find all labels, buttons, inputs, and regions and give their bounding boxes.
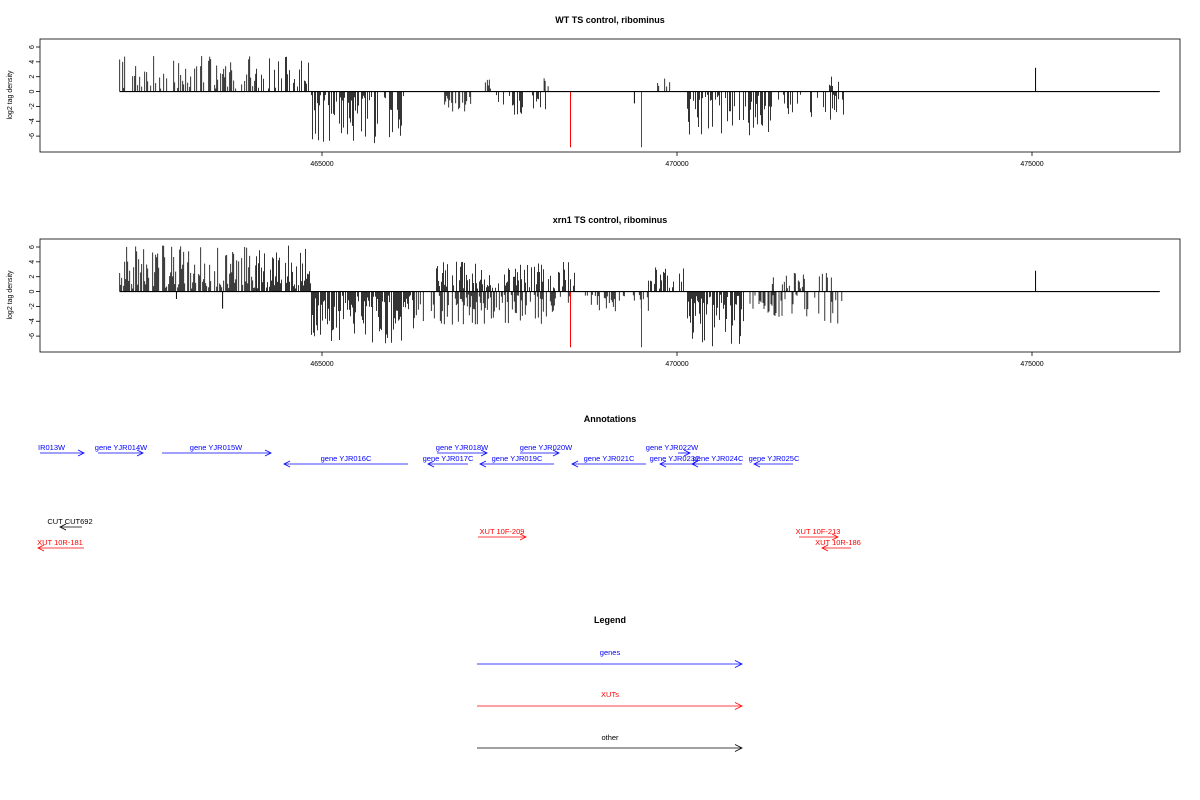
annotation-gene-yjr024c: gene YJR024C <box>691 454 744 468</box>
y-tick-label: 0 <box>29 89 36 93</box>
annotation-gene-yjr016c: gene YJR016C <box>283 454 408 468</box>
annotation-label: gene YJR024C <box>693 454 744 463</box>
annotation-label: XUT 10F-213 <box>796 527 841 536</box>
legend-label: genes <box>600 648 621 657</box>
annotation-gene-yjr017c: gene YJR017C <box>423 454 474 468</box>
wt-panel: WT TS control, ribominus log2 tag densit… <box>7 15 1181 168</box>
xrn1-density-bars <box>119 245 1160 348</box>
x-tick-label: 470000 <box>665 361 688 368</box>
x-tick-label: 465000 <box>310 161 333 168</box>
annotation-gene-yjr021c: gene YJR021C <box>571 454 646 468</box>
annotation-gene-yjr019c: gene YJR019C <box>479 454 554 468</box>
annotation-gene-yjr015w: gene YJR015W <box>162 443 272 457</box>
y-tick-label: 2 <box>29 275 36 279</box>
y-tick-label: 0 <box>29 289 36 293</box>
legend-label: other <box>601 733 619 742</box>
x-tick-label: 465000 <box>310 361 333 368</box>
x-tick-label: 475000 <box>1020 161 1043 168</box>
wt-x-ticks: 465000 470000 475000 <box>310 152 1044 168</box>
legend-title: Legend <box>594 615 626 625</box>
xrn1-panel-title: xrn1 TS control, ribominus <box>553 215 668 225</box>
annotations-title: Annotations <box>584 414 637 424</box>
wt-y-axis-label: log2 tag density <box>7 70 14 120</box>
annotation-label: gene YJR018W <box>436 443 489 452</box>
annotation-label: gene YJR025C <box>749 454 800 463</box>
y-tick-label: 2 <box>29 75 36 79</box>
annotation-label: gene YJR021C <box>584 454 635 463</box>
legend-label: XUTs <box>601 690 619 699</box>
wt-y-ticks: -6 -4 -2 0 2 4 6 <box>29 45 40 139</box>
annotation-xut-10r-181: XUT 10R-181 <box>37 538 84 552</box>
x-tick-label: 470000 <box>665 161 688 168</box>
xrn1-panel: xrn1 TS control, ribominus log2 tag dens… <box>7 215 1181 368</box>
xrn1-y-ticks: -6 -4 -2 0 2 4 6 <box>29 245 40 339</box>
annotation-gene-yjr020w: gene YJR020W <box>520 443 573 457</box>
y-tick-label: -4 <box>29 118 36 124</box>
annotation-gene-yjr023c: gene YJR023C <box>650 454 701 468</box>
annotation-xut-10r-186: XUT 10R-186 <box>815 538 861 552</box>
annotation-label: XUT 10R-186 <box>815 538 861 547</box>
annotation-label: gene YJR015W <box>190 443 243 452</box>
y-tick-label: -4 <box>29 318 36 324</box>
y-tick-label: -2 <box>29 103 36 109</box>
annotation-gene-ir013w: IR013W <box>38 443 85 457</box>
annotation-xut-10f-213: XUT 10F-213 <box>796 527 841 541</box>
legend-item-other: other <box>477 733 743 752</box>
annotations-panel: Annotations IR013W gene YJR014W gene YJR… <box>37 414 861 552</box>
y-tick-label: -6 <box>29 333 36 339</box>
annotation-label: gene YJR014W <box>95 443 148 452</box>
xrn1-x-ticks: 465000 470000 475000 <box>310 352 1044 368</box>
y-tick-label: -6 <box>29 133 36 139</box>
annotation-label: gene YJR017C <box>423 454 474 463</box>
annotation-label: gene YJR016C <box>321 454 372 463</box>
y-tick-label: 4 <box>29 260 36 264</box>
legend-item-genes: genes <box>477 648 743 668</box>
xrn1-plot-frame <box>39 238 1181 353</box>
annotation-label: gene YJR020W <box>520 443 573 452</box>
annotation-cut692: CUT CUT692 <box>47 517 93 531</box>
xrn1-y-axis-label: log2 tag density <box>7 270 14 320</box>
x-tick-label: 475000 <box>1020 361 1043 368</box>
annotation-gene-yjr014w: gene YJR014W <box>95 443 148 457</box>
annotation-label: XUT 10F-209 <box>480 527 525 536</box>
annotation-gene-yjr018w: gene YJR018W <box>436 443 489 457</box>
annotation-gene-yjr022w: gene YJR022W <box>646 443 699 457</box>
annotation-label: XUT 10R-181 <box>37 538 83 547</box>
y-tick-label: 6 <box>29 45 36 49</box>
annotation-gene-yjr025c: gene YJR025C <box>749 454 800 468</box>
annotation-xut-10f-209: XUT 10F-209 <box>478 527 527 541</box>
wt-panel-title: WT TS control, ribominus <box>555 15 665 25</box>
annotation-label: gene YJR019C <box>492 454 543 463</box>
y-tick-label: 4 <box>29 60 36 64</box>
y-tick-label: -2 <box>29 303 36 309</box>
wt-plot-frame <box>39 38 1181 153</box>
annotation-label: gene YJR022W <box>646 443 699 452</box>
annotation-label: gene YJR023C <box>650 454 701 463</box>
annotation-label: IR013W <box>38 443 66 452</box>
annotation-label: CUT CUT692 <box>47 517 92 526</box>
legend: Legend genes XUTs other <box>477 615 743 752</box>
y-tick-label: 6 <box>29 245 36 249</box>
wt-density-bars <box>119 56 1160 148</box>
legend-item-xuts: XUTs <box>477 690 743 710</box>
